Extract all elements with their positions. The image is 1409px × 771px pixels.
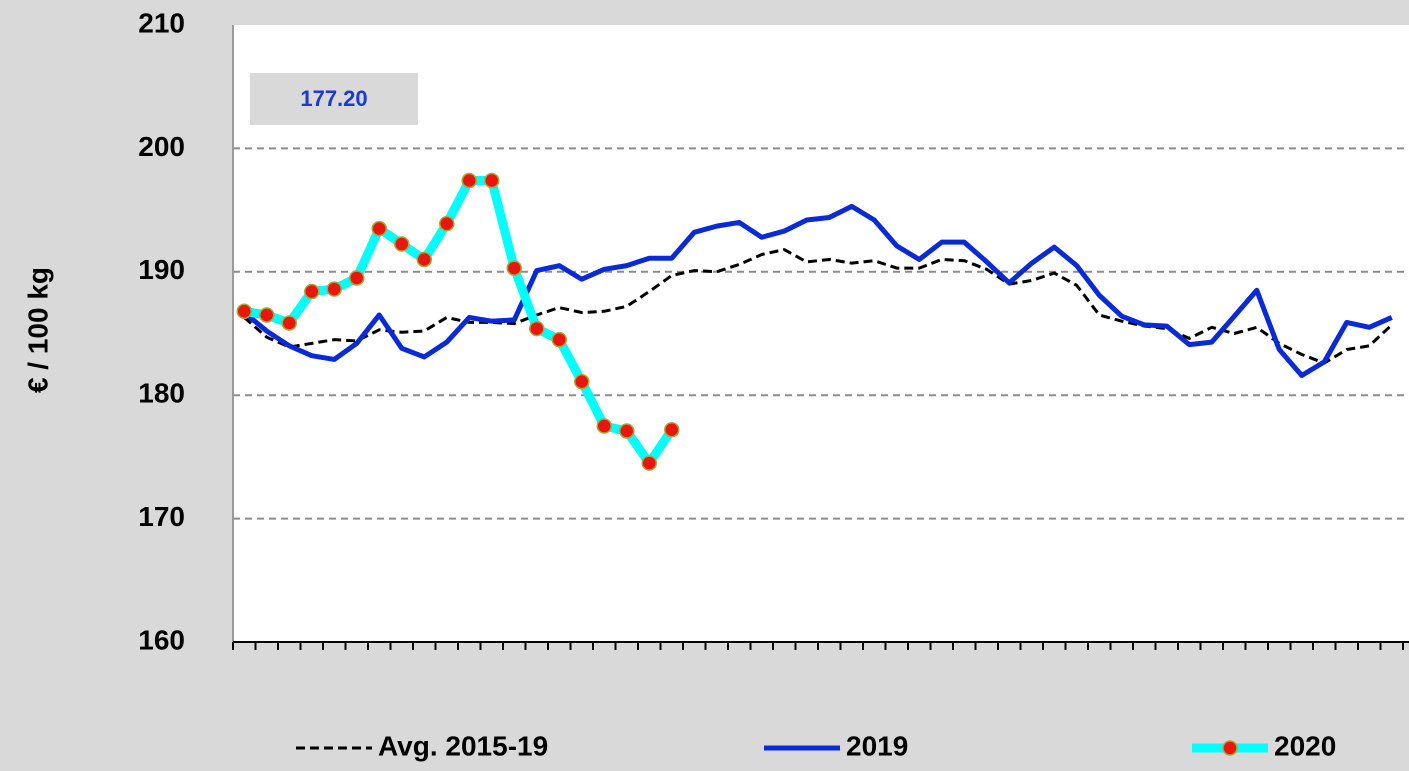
series-marker <box>461 172 477 189</box>
annotation-box <box>250 73 418 125</box>
series-marker <box>371 220 387 237</box>
y-tick-label: 200 <box>138 131 185 162</box>
series-line <box>242 203 1393 378</box>
legend-marker <box>1222 740 1238 756</box>
y-tick-label: 210 <box>138 7 185 38</box>
series-marker <box>394 236 410 252</box>
series-marker <box>236 303 252 320</box>
series-marker <box>529 320 545 337</box>
series-marker <box>664 422 680 438</box>
legend-label: 2019 <box>846 730 908 761</box>
series-marker <box>574 373 590 390</box>
y-tick-label: 170 <box>138 501 185 532</box>
series-marker <box>304 283 320 300</box>
y-tick-label: 180 <box>138 378 185 409</box>
series-marker <box>349 270 365 286</box>
y-tick-label: 190 <box>138 254 185 285</box>
plot-area <box>233 25 1409 642</box>
series-marker <box>259 307 275 323</box>
series-marker <box>596 418 612 434</box>
series-marker <box>281 315 297 331</box>
series-line <box>243 248 1393 365</box>
y-tick-label: 160 <box>138 624 185 655</box>
series-marker <box>506 260 522 276</box>
series-marker <box>641 455 657 471</box>
series-marker <box>326 281 342 297</box>
legend-label: Avg. 2015-19 <box>378 730 548 761</box>
series-marker <box>439 215 455 232</box>
series-marker <box>484 172 500 189</box>
series-marker <box>619 423 635 439</box>
annotation: 177.20 <box>300 86 367 111</box>
series-marker <box>551 331 567 348</box>
legend-label: 2020 <box>1274 730 1336 761</box>
series-marker <box>416 251 432 268</box>
y-axis-label: € / 100 kg <box>22 267 53 393</box>
